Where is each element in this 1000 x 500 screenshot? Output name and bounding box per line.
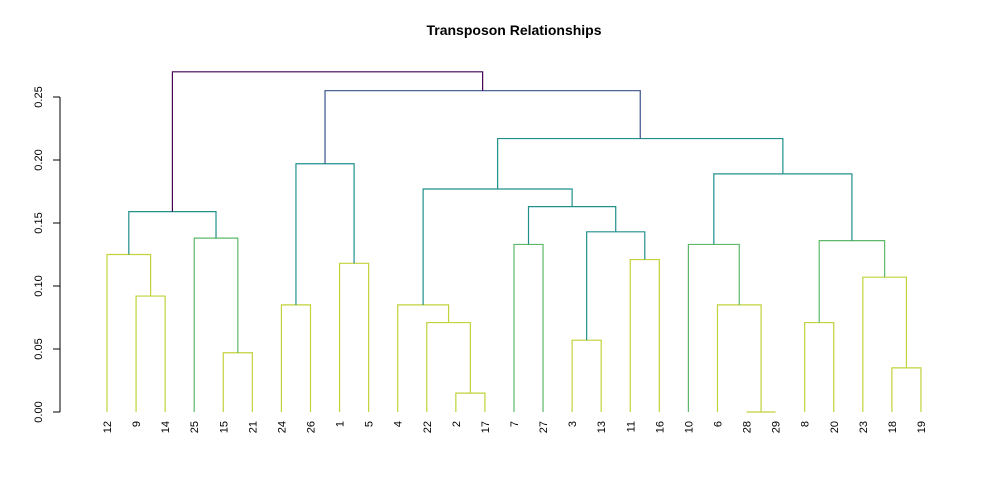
leaf-labels: 12 9 14 25 15 21 24 26 1 5 4 22 2 17 7 27 3 13 11 16 10 6 28 29…	[102, 421, 928, 433]
leaf-label: 29	[771, 421, 783, 433]
y-axis: 0.00 0.05 0.10 0.15 0.20 0.25	[33, 86, 61, 423]
dendrogram-link	[135, 295, 166, 412]
leaf-label: 19	[916, 421, 928, 433]
leaf-label: 2	[451, 421, 463, 427]
leaf-label: 28	[742, 421, 754, 433]
y-tick-label: 0.20	[33, 149, 45, 170]
dendrogram-link	[497, 137, 784, 189]
leaf-label: 25	[189, 421, 201, 433]
leaf-label: 26	[305, 421, 317, 433]
leaf-label: 7	[509, 421, 521, 427]
dendrogram-link	[295, 163, 355, 305]
dendrogram-link	[527, 206, 617, 245]
leaf-label: 8	[800, 421, 812, 427]
dendrogram-link	[280, 304, 312, 412]
leaf-label: 17	[480, 421, 492, 433]
dendrogram-link	[713, 173, 853, 245]
leaf-label: 5	[364, 421, 376, 427]
dendrogram-link	[629, 258, 660, 412]
dendrogram-links	[106, 71, 922, 413]
leaf-label: 6	[712, 421, 724, 427]
leaf-label: 10	[683, 421, 695, 433]
y-tick-label: 0.10	[33, 275, 45, 296]
leaf-label: 22	[422, 421, 434, 433]
dendrogram-link	[571, 339, 602, 412]
dendrogram-link	[193, 237, 239, 412]
leaf-label: 14	[160, 421, 172, 433]
dendrogram-link	[338, 262, 370, 412]
dendrogram-link	[324, 90, 641, 164]
dendrogram-link	[804, 321, 835, 412]
leaf-label: 23	[858, 421, 870, 433]
dendrogram-link	[455, 392, 486, 412]
dendrogram-link	[586, 231, 646, 341]
dendrogram-link	[426, 321, 471, 412]
dendrogram-link	[687, 243, 740, 412]
leaf-label: 18	[887, 421, 899, 433]
leaf-label: 13	[596, 421, 608, 433]
leaf-label: 21	[247, 421, 259, 433]
y-tick-label: 0.25	[33, 86, 45, 107]
dendrogram-link	[397, 304, 450, 412]
dendrogram-link	[171, 71, 484, 212]
leaf-label: 4	[393, 421, 405, 427]
dendrogram-link	[222, 352, 253, 412]
y-tick-label: 0.00	[33, 401, 45, 422]
dendrogram-link	[513, 243, 544, 412]
leaf-label: 3	[567, 421, 579, 427]
leaf-label: 16	[654, 421, 666, 433]
leaf-label: 24	[276, 421, 288, 433]
dendrogram-link	[128, 211, 217, 255]
dendrogram-link	[106, 253, 152, 412]
dendrogram-link	[862, 276, 908, 412]
leaf-label: 9	[131, 421, 143, 427]
leaf-label: 1	[335, 421, 347, 427]
leaf-label: 12	[102, 421, 114, 433]
chart-title: Transposon Relationships	[426, 22, 602, 38]
leaf-label: 11	[625, 421, 637, 432]
leaf-label: 27	[538, 421, 550, 433]
dendrogram-link	[716, 304, 762, 412]
y-tick-label: 0.05	[33, 338, 45, 359]
leaf-label: 15	[218, 421, 230, 433]
leaf-label: 20	[829, 421, 841, 433]
dendrogram-link	[891, 367, 922, 412]
y-tick-label: 0.15	[33, 212, 45, 233]
dendrogram-link	[818, 240, 886, 323]
